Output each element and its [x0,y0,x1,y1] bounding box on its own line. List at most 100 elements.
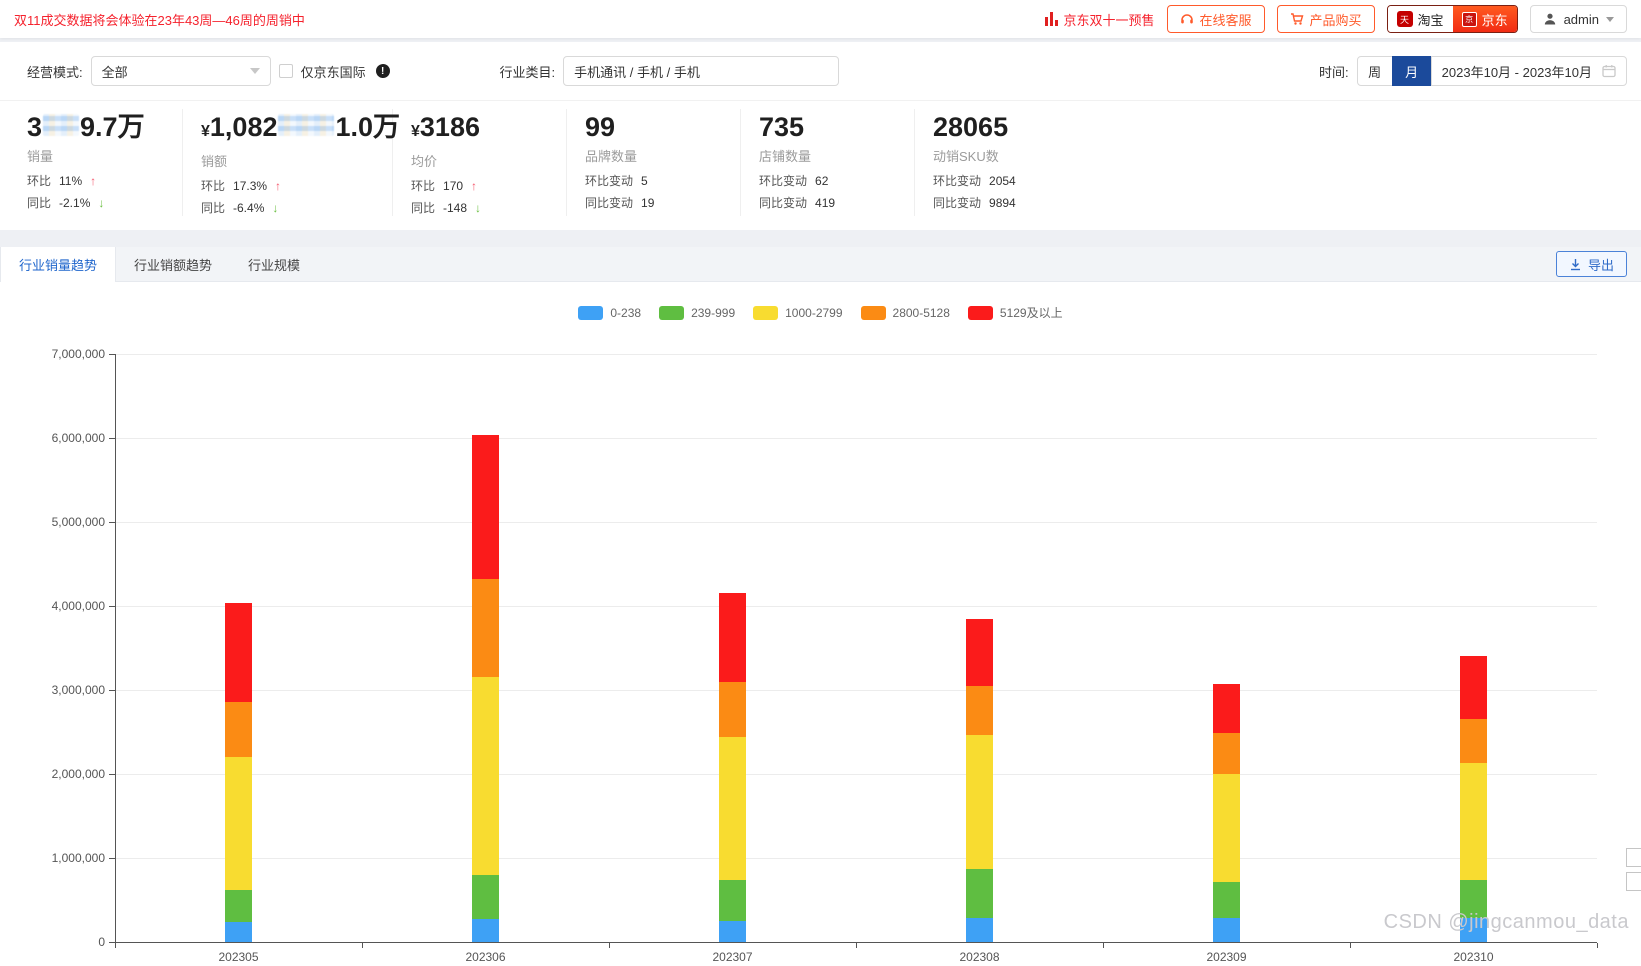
bar-segment-202310-239-999 [1460,879,1487,919]
y-axis-label: 1,000,000 [51,851,105,865]
legend-item[interactable]: 1000-2799 [753,304,843,321]
arrow-down-icon: ↓ [98,195,105,210]
taobao-label: 淘宝 [1417,12,1444,28]
filter-row: 经营模式: 全部 仅京东国际 ! 行业类目: 手机通讯 / 手机 / 手机 时间… [0,42,1641,100]
category-value: 手机通讯 / 手机 / 手机 [574,64,700,80]
bar-segment-202307-5129及以上 [719,593,746,682]
cart-icon [1290,13,1303,25]
y-axis-label: 6,000,000 [51,431,105,445]
legend-item[interactable]: 2800-5128 [860,304,950,321]
jd-presale-link[interactable]: 京东双十一预售 [1044,10,1155,29]
user-menu[interactable]: admin [1529,5,1627,33]
bar-segment-202310-2800-5128 [1460,719,1487,764]
legend-swatch [578,305,604,320]
jd-presale-label: 京东双十一预售 [1063,12,1155,28]
x-axis-tick [1350,943,1351,948]
online-service-button[interactable]: 在线客服 [1166,5,1265,33]
gridline [115,858,1597,859]
jd-icon: 京 [1461,11,1477,27]
category-select[interactable]: 手机通讯 / 手机 / 手机 [563,56,840,86]
info-icon[interactable]: ! [375,64,390,78]
stat-value: ¥3186 [411,112,480,142]
bar-segment-202307-0-238 [719,921,746,942]
stat-card: 735 店铺数量 环比变动 62 同比变动 419 [759,109,915,216]
x-axis-tick [856,943,857,948]
stat-compare-row: 同比 -6.4% ↓ [201,200,279,216]
stat-label: 店铺数量 [759,149,812,164]
x-axis-tick [609,943,610,948]
mode-label: 经营模式: [27,64,83,80]
y-axis-tick [109,858,115,859]
legend-item[interactable]: 239-999 [659,304,735,321]
x-axis-label: 202306 [465,950,506,964]
bar-segment-202310-5129及以上 [1460,656,1487,720]
product-purchase-label: 产品购买 [1309,12,1362,28]
stat-value: 735 [759,112,805,142]
stat-compare-row: 同比 -2.1% ↓ [27,195,105,211]
stat-compare-row: 环比 17.3% ↑ [201,178,282,194]
floating-side-widget [1626,848,1641,896]
bar-segment-202309-5129及以上 [1213,684,1240,733]
stat-value: 3 9.7万 [27,112,145,142]
jd-intl-checkbox[interactable] [278,64,293,78]
mode-select[interactable]: 全部 [90,56,271,86]
month-toggle[interactable]: 月 [1391,56,1432,86]
legend-swatch [860,305,886,320]
stacked-bar-chart: 0-238 239-999 1000-2799 2800-5128 5129及以上 0 1… [0,282,1641,966]
arrow-down-icon: ↓ [475,200,482,215]
bar-segment-202306-239-999 [472,874,499,920]
bar-segment-202307-239-999 [719,879,746,921]
date-range-picker[interactable]: 2023年10月 - 2023年10月 [1430,56,1627,86]
bar-segment-202307-1000-2799 [719,737,746,880]
x-axis-label: 202307 [712,950,753,964]
bar-segment-202308-1000-2799 [966,734,993,869]
chart-legend: 0-238 239-999 1000-2799 2800-5128 5129及以上 [0,304,1641,321]
tab-2[interactable]: 行业规模 [248,257,301,273]
bar-segment-202306-1000-2799 [472,676,499,875]
stat-compare-row: 环比变动 5 [585,173,648,189]
promo-notice: 双11成交数据将会体验在23年43周—46周的周销中 [14,12,305,28]
y-axis-label: 3,000,000 [51,683,105,697]
bar-segment-202305-2800-5128 [225,701,252,758]
tab-1[interactable]: 行业销额趋势 [134,257,213,273]
side-widget-button[interactable] [1626,848,1641,867]
stat-compare-row: 同比变动 419 [759,195,836,211]
gridline [115,606,1597,607]
bar-segment-202309-0-238 [1213,918,1240,942]
stat-card: ¥3186 均价 环比 170 ↑ 同比 -148 ↓ [411,109,567,216]
headset-icon [1180,14,1193,24]
x-axis-label: 202310 [1453,950,1494,964]
filter-stats-panel: 经营模式: 全部 仅京东国际 ! 行业类目: 手机通讯 / 手机 / 手机 时间… [0,42,1641,230]
product-purchase-button[interactable]: 产品购买 [1276,5,1375,33]
stat-compare-row: 同比变动 19 [585,195,655,211]
x-axis-label: 202308 [959,950,1000,964]
side-widget-button[interactable] [1626,872,1641,891]
y-axis-tick [109,690,115,691]
y-axis-tick [109,522,115,523]
taobao-tab[interactable]: 天 淘宝 [1387,6,1453,32]
stat-value: 99 [585,112,616,142]
bar-segment-202306-2800-5128 [472,579,499,677]
bar-segment-202309-239-999 [1213,881,1240,919]
y-axis-tick [109,774,115,775]
censored-mosaic [43,114,80,136]
gridline [115,522,1597,523]
y-axis-tick [109,354,115,355]
legend-item[interactable]: 0-238 [578,304,641,321]
legend-swatch [753,305,779,320]
bar-segment-202308-2800-5128 [966,685,993,735]
stat-compare-row: 环比 11% ↑ [27,173,97,189]
jd-intl-label: 仅京东国际 [300,64,366,80]
legend-item[interactable]: 5129及以上 [967,304,1063,321]
stat-compare-row: 同比 -148 ↓ [411,200,482,216]
export-button[interactable]: 导出 [1555,251,1627,277]
category-filter: 行业类目: 手机通讯 / 手机 / 手机 [500,56,840,86]
bar-segment-202307-2800-5128 [719,681,746,738]
jd-label: 京东 [1481,12,1508,28]
jd-tab[interactable]: 京 京东 [1452,6,1517,32]
week-toggle[interactable]: 周 [1356,56,1393,86]
watermark: CSDN @jingcanmou_data [1383,911,1629,933]
y-axis-label: 4,000,000 [51,599,105,613]
stat-label: 销量 [27,149,54,164]
tab-0[interactable]: 行业销量趋势 [0,247,117,282]
